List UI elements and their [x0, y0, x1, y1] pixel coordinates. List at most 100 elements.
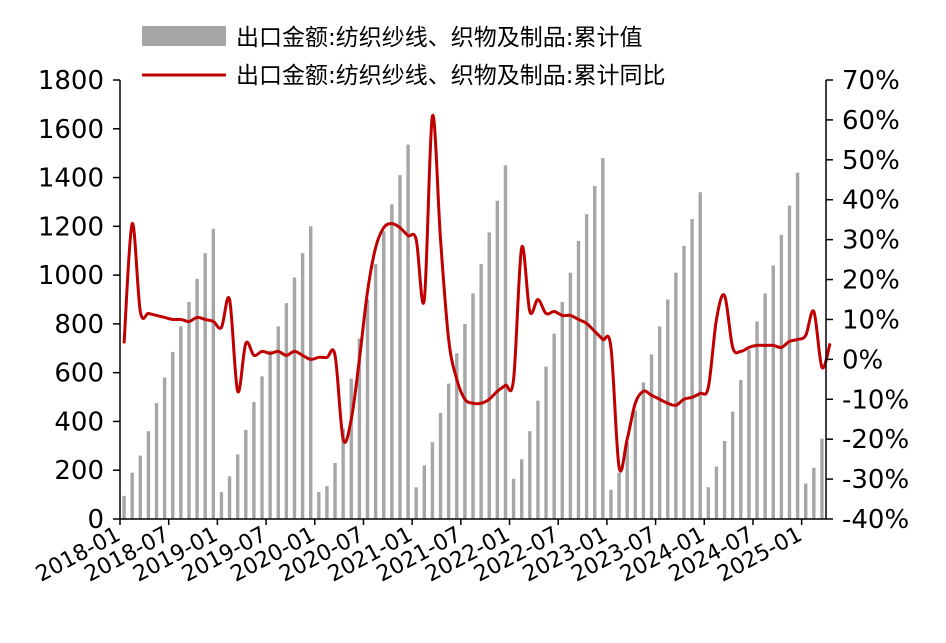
bar	[162, 377, 167, 519]
bar	[544, 366, 548, 519]
left-tick-label: 800	[54, 310, 104, 340]
left-tick-label: 1800	[38, 66, 104, 96]
right-tick-label: 60%	[842, 106, 900, 136]
left-tick-label: 1600	[38, 115, 104, 145]
bar	[519, 459, 524, 519]
legend-line-label: 出口金额:纺织纱线、织物及制品:累计同比	[236, 63, 666, 89]
bar	[463, 323, 467, 519]
bar	[406, 144, 410, 519]
bar	[779, 234, 784, 519]
bar	[763, 293, 767, 519]
left-axis-labels: 0 200 400 600 800 1000 1200 1400 1600 1800	[38, 66, 104, 535]
yoy-line	[122, 113, 832, 473]
bar	[138, 455, 142, 519]
right-tick-label: 50%	[842, 146, 900, 176]
bar	[633, 410, 637, 519]
legend: 出口金额:纺织纱线、织物及制品:累计值 出口金额:纺织纱线、织物及制品:累计同比	[142, 25, 666, 89]
bar	[682, 245, 686, 519]
bar	[714, 466, 719, 519]
bar	[666, 299, 670, 519]
bar	[674, 272, 678, 519]
bar	[787, 205, 792, 519]
bar	[195, 278, 199, 519]
bar	[812, 467, 816, 519]
bar	[179, 326, 183, 519]
right-tick-label: -30%	[842, 465, 909, 495]
bar	[171, 351, 175, 519]
bar	[382, 231, 386, 519]
left-tick-label: 1200	[38, 212, 104, 242]
bar	[309, 226, 313, 519]
bar	[730, 411, 735, 519]
bar	[625, 442, 629, 519]
bar	[122, 495, 126, 519]
bar	[414, 487, 418, 519]
bar	[471, 293, 475, 519]
bar	[576, 240, 581, 519]
bar	[276, 326, 280, 519]
bar	[430, 442, 435, 519]
bar	[154, 403, 159, 519]
left-tick-label: 400	[54, 407, 104, 437]
bar	[657, 326, 662, 519]
bar	[503, 165, 508, 520]
bar	[641, 382, 646, 519]
bar	[244, 429, 248, 519]
bar	[219, 492, 224, 519]
bar	[528, 431, 532, 519]
bar	[422, 465, 427, 519]
bar	[584, 214, 589, 519]
bar	[446, 383, 451, 519]
bar	[365, 299, 370, 519]
bar	[479, 264, 483, 519]
bar	[536, 400, 540, 519]
tick-marks	[113, 79, 833, 525]
bar	[235, 454, 240, 519]
bar	[357, 338, 362, 519]
bar	[349, 378, 353, 519]
left-tick-label: 600	[54, 359, 104, 389]
bar	[804, 483, 808, 519]
bar-series	[122, 144, 824, 520]
bar	[511, 478, 516, 519]
bar	[747, 349, 751, 519]
right-tick-label: 10%	[842, 305, 900, 335]
bar	[820, 438, 824, 519]
x-axis-labels: 2018-012018-072019-012019-072020-012020-…	[32, 522, 807, 587]
bar	[268, 350, 272, 519]
bar	[722, 440, 727, 519]
bar	[341, 428, 345, 519]
bar	[609, 489, 613, 519]
right-tick-label: -40%	[842, 505, 909, 535]
right-tick-label: -10%	[842, 385, 909, 415]
right-tick-label: 20%	[842, 266, 900, 296]
bar	[771, 265, 775, 519]
bar	[292, 277, 297, 519]
bar	[755, 321, 759, 519]
bar	[552, 333, 556, 519]
bar	[617, 472, 621, 519]
bar	[317, 492, 321, 519]
bar	[260, 376, 264, 519]
bar	[211, 228, 216, 519]
bar	[455, 353, 459, 519]
bar	[146, 431, 151, 519]
right-tick-label: -20%	[842, 425, 909, 455]
bar	[795, 172, 800, 519]
axes	[119, 80, 827, 520]
bar	[187, 301, 191, 519]
legend-bar-label: 出口金额:纺织纱线、织物及制品:累计值	[236, 25, 643, 51]
bar	[300, 253, 305, 519]
bar	[398, 175, 402, 519]
bar	[568, 272, 573, 519]
left-tick-label: 1000	[38, 261, 104, 291]
bar	[373, 264, 378, 519]
bar	[739, 379, 743, 519]
bar	[284, 303, 289, 519]
right-tick-label: 70%	[842, 66, 900, 96]
right-axis-labels: -40% -30% -20% -10% 0% 10% 20% 30% 40% 50% 60% 70%	[842, 66, 909, 535]
bar	[325, 486, 329, 519]
bar	[130, 472, 134, 519]
right-tick-label: 0%	[842, 345, 883, 375]
